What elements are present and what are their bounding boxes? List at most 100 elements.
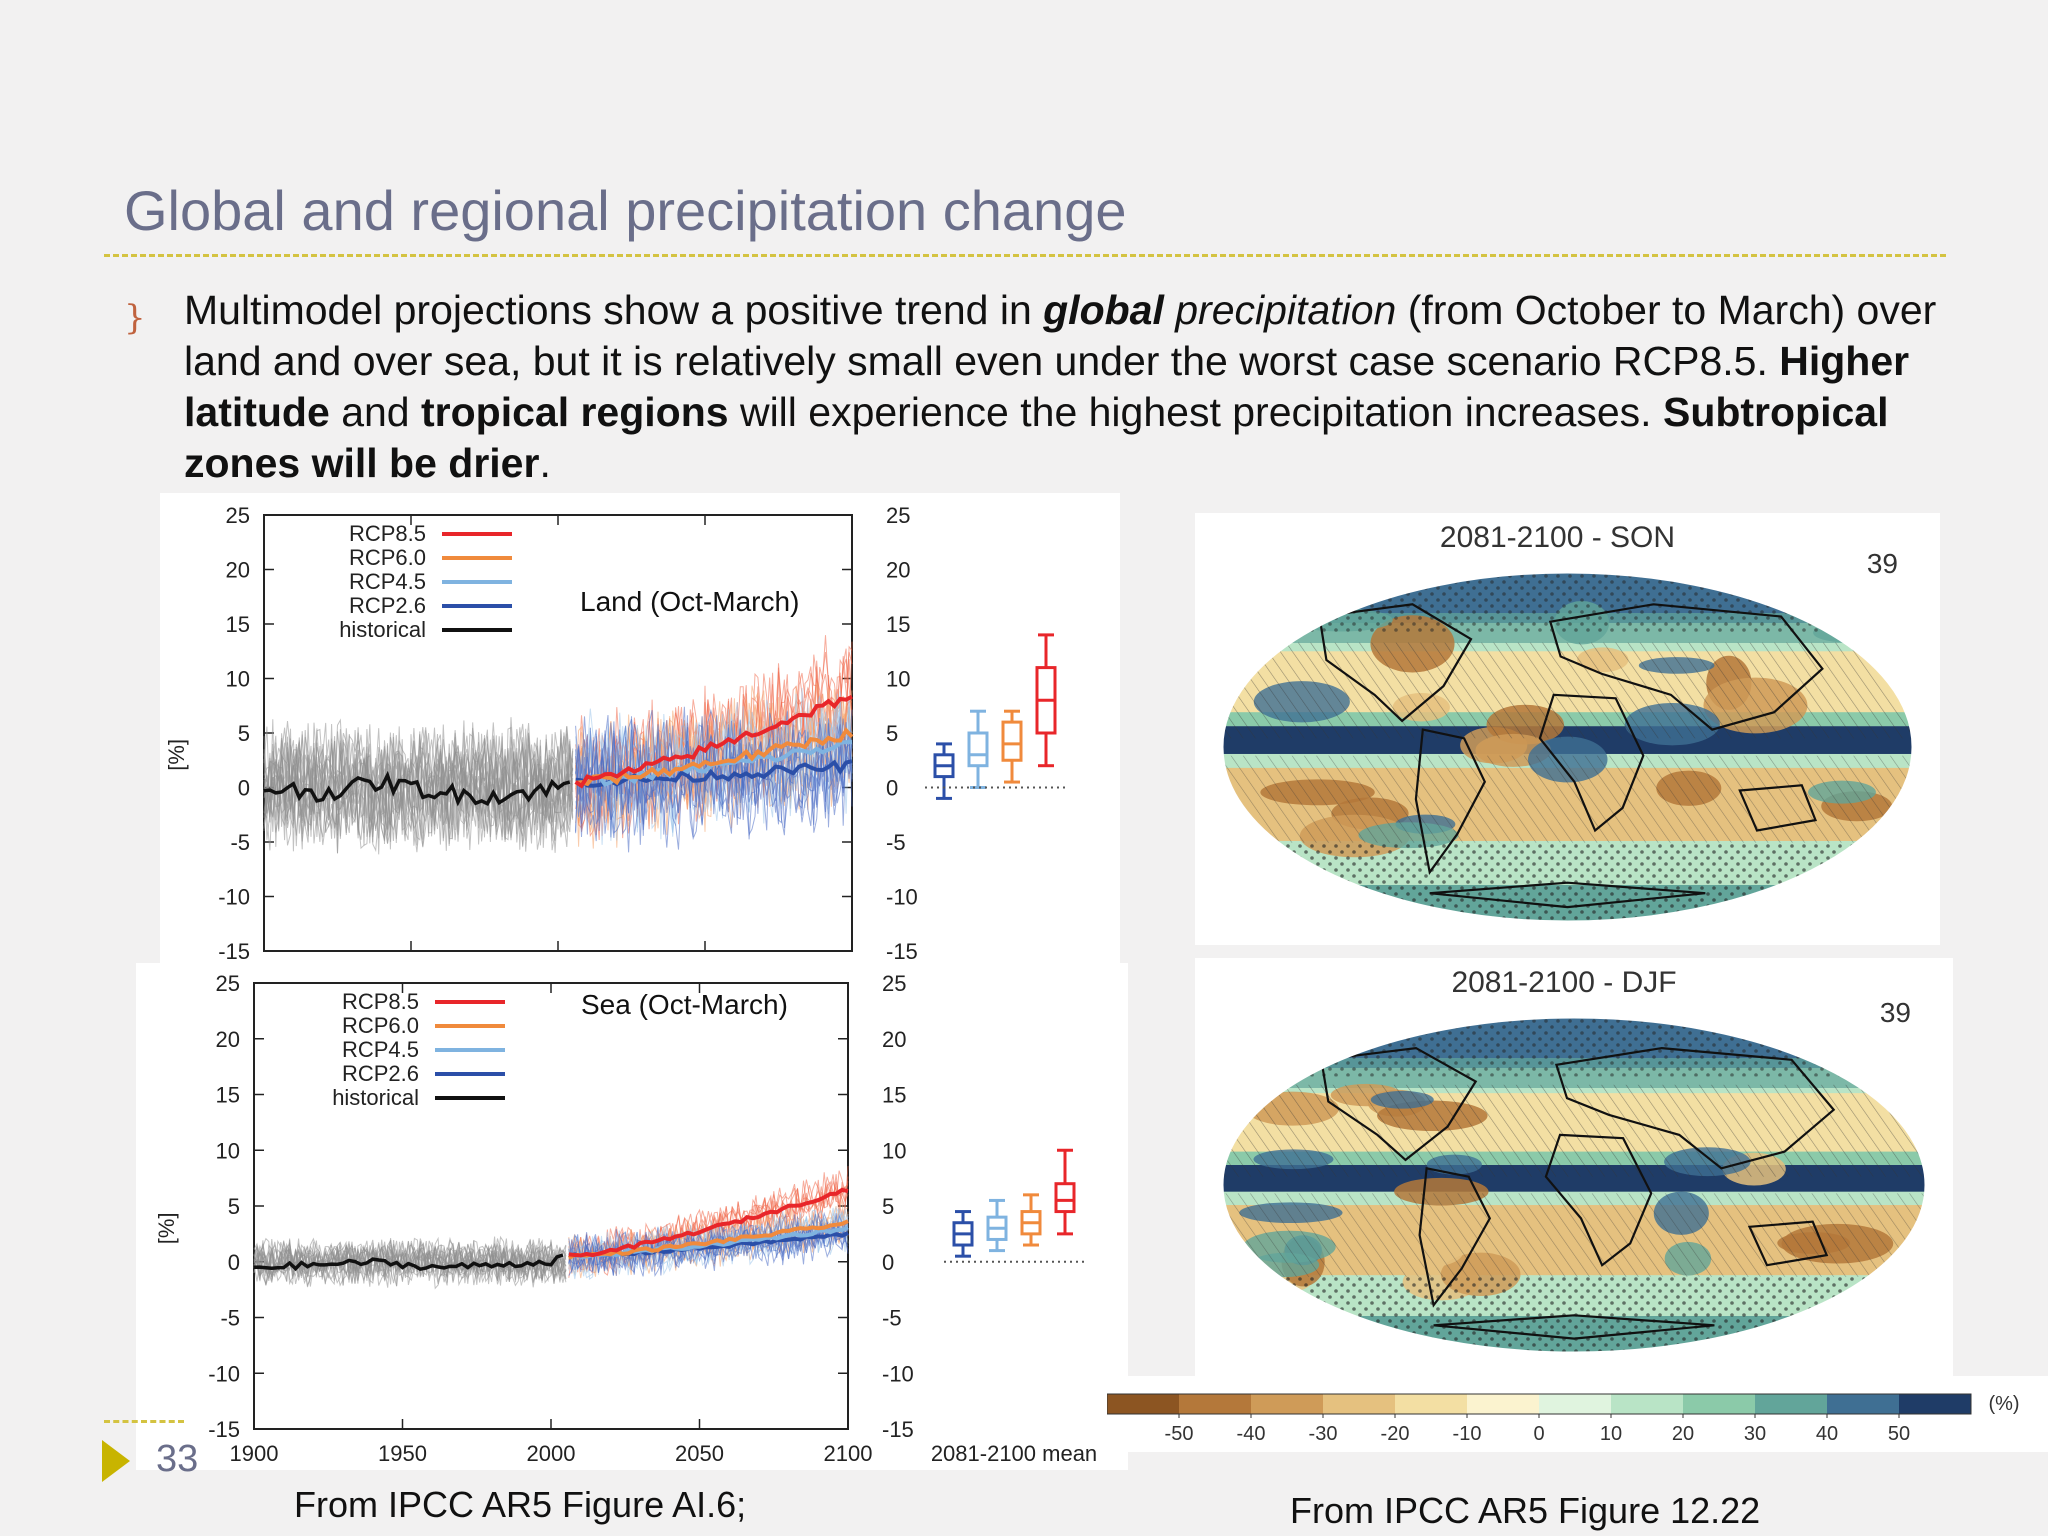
continent-outline <box>1320 1046 1478 1162</box>
x-extra-label: 2081-2100 mean <box>931 1441 1097 1466</box>
y-tick-label: -10 <box>886 885 918 910</box>
bullet-text-tropical-regions: tropical regions <box>421 389 729 435</box>
series-line-historical <box>253 1253 564 1272</box>
colorbar-tick-label: -40 <box>1237 1423 1266 1445</box>
colorbar-swatch <box>1683 1394 1756 1414</box>
caption-right: From IPCC AR5 Figure 12.22 <box>1290 1490 1761 1531</box>
legend-label: RCP8.5 <box>342 989 419 1014</box>
ensemble-line-rcp26 <box>575 716 853 845</box>
map-outline <box>1222 1017 1926 1353</box>
y-tick-label: -15 <box>218 939 250 963</box>
land-chart-panel: 25 25 20 20 15 15 10 10 5 5 0 0 -5 -5 -10 -10 -15 -15 [%] R… <box>160 493 1120 963</box>
colorbar-tick-label: 0 <box>1533 1423 1544 1445</box>
boxplot-box <box>967 731 989 768</box>
boxplot-box <box>1001 720 1023 762</box>
y-tick-label: -10 <box>208 1361 240 1386</box>
caption-left: From IPCC AR5 Figure AI.6; <box>294 1484 747 1525</box>
bullet-text-subtropical: Subtropical zones will be drier <box>184 389 1889 486</box>
land-precipitation-chart: 25 25 20 20 15 15 10 10 5 5 0 0 -5 -5 -10 -10 -15 -15 [%] R… <box>164 503 1065 963</box>
x-tick-label: 1900 <box>230 1441 279 1466</box>
map-title: 2081-2100 - DJF <box>1451 966 1676 999</box>
model-count: 39 <box>1880 997 1911 1028</box>
y-tick-label: 0 <box>238 776 250 801</box>
y-tick-label: -15 <box>208 1417 240 1442</box>
y-tick-label: -5 <box>220 1306 240 1331</box>
x-tick-label: 2100 <box>824 1441 873 1466</box>
continent-outline <box>1554 1046 1836 1170</box>
series-line-rcp85 <box>568 1187 849 1258</box>
y-tick-label: -15 <box>882 1417 914 1442</box>
sea-chart-panel: 25 25 20 20 15 15 10 10 5 5 0 0 -5 -5 -10 -10 -15 -15 1900… <box>136 963 1128 1470</box>
ensemble-line-rcp26 <box>568 1213 849 1276</box>
continent-outline <box>1538 693 1645 833</box>
x-tick-label: 2050 <box>675 1441 724 1466</box>
play-marker-icon <box>102 1440 130 1482</box>
y-tick-label: 0 <box>228 1250 240 1275</box>
y-tick-label: -10 <box>218 885 250 910</box>
hatching-overlay <box>1223 642 1912 739</box>
map-body <box>1223 573 1912 921</box>
chart-annotation: Land (Oct-March) <box>580 586 799 617</box>
legend-label: RCP2.6 <box>342 1061 419 1086</box>
legend-label: RCP4.5 <box>342 1037 419 1062</box>
map-son: 2081-2100 - SON 39 <box>1222 521 1913 922</box>
continent-outline <box>1433 1314 1715 1340</box>
legend-label: historical <box>332 1085 419 1110</box>
bullet-text-8: will experience the highest precipitatio… <box>728 389 1663 435</box>
map-panel-son: 2081-2100 - SON 39 <box>1195 513 1940 945</box>
continent-outline <box>1414 728 1487 876</box>
continent-outline <box>1548 603 1824 731</box>
colorbar-tick-label: -30 <box>1309 1423 1338 1445</box>
legend-label: RCP8.5 <box>349 521 426 546</box>
y-tick-label: 20 <box>882 1027 906 1052</box>
y-tick-label: 5 <box>228 1194 240 1219</box>
y-tick-label: 15 <box>886 612 910 637</box>
colorbar-tick-label: 50 <box>1888 1423 1910 1445</box>
map-djf: 2081-2100 - DJF 39 <box>1222 966 1926 1353</box>
map-panel-djf: 2081-2100 - DJF 39 <box>1195 958 1953 1376</box>
colorbar-swatch <box>1899 1394 1972 1414</box>
y-tick-label: 25 <box>882 971 906 996</box>
continent-outline <box>1738 784 1818 832</box>
legend-label: RCP2.6 <box>349 593 426 618</box>
hatching-overlay <box>1223 1084 1925 1177</box>
legend-label: historical <box>339 617 426 642</box>
legend-label: RCP6.0 <box>342 1013 419 1038</box>
map-outline <box>1222 572 1913 922</box>
y-tick-label: 5 <box>238 721 250 746</box>
y-tick-label: 10 <box>886 667 910 692</box>
bullet-marker-icon: } <box>124 298 146 338</box>
y-tick-label: 15 <box>226 612 250 637</box>
y-tick-label: 25 <box>226 503 250 528</box>
colorbar-tick-label: -10 <box>1453 1423 1482 1445</box>
model-count: 39 <box>1867 548 1898 579</box>
y-tick-label: -15 <box>886 939 918 963</box>
colorbar-unit: (%) <box>1988 1393 2019 1415</box>
bullet-text-global: global <box>1043 287 1164 333</box>
bullet-text-6: and <box>329 389 421 435</box>
continent-outline <box>1418 1166 1492 1308</box>
y-tick-label: -5 <box>882 1306 902 1331</box>
series-line-historical <box>263 770 571 807</box>
series-line-rcp85 <box>574 694 853 789</box>
y-tick-label: 20 <box>886 558 910 583</box>
continent-outline <box>1318 603 1473 723</box>
y-tick-label: 25 <box>886 503 910 528</box>
title-divider <box>104 254 1946 257</box>
colorbar-swatch <box>1251 1394 1324 1414</box>
colorbar-panel: -50 -40 -30 -20 -10 0 10 20 30 40 50 (%) <box>1107 1376 2048 1452</box>
x-tick-label: 2000 <box>527 1441 576 1466</box>
colorbar-swatch <box>1323 1394 1396 1414</box>
bullet-text-higher-latitude: Higher latitude <box>184 338 1910 435</box>
y-tick-label: 5 <box>886 721 898 746</box>
x-tick-label: 1950 <box>378 1441 427 1466</box>
bullet-text-precipitation: precipitation <box>1163 287 1397 333</box>
stipple-overlay <box>1223 1018 1925 1077</box>
y-tick-label: 0 <box>886 776 898 801</box>
legend-label: RCP4.5 <box>349 569 426 594</box>
y-tick-label: 20 <box>216 1027 240 1052</box>
footer-divider <box>104 1420 184 1423</box>
colorbar-swatch <box>1611 1394 1684 1414</box>
y-tick-label: 15 <box>882 1083 906 1108</box>
